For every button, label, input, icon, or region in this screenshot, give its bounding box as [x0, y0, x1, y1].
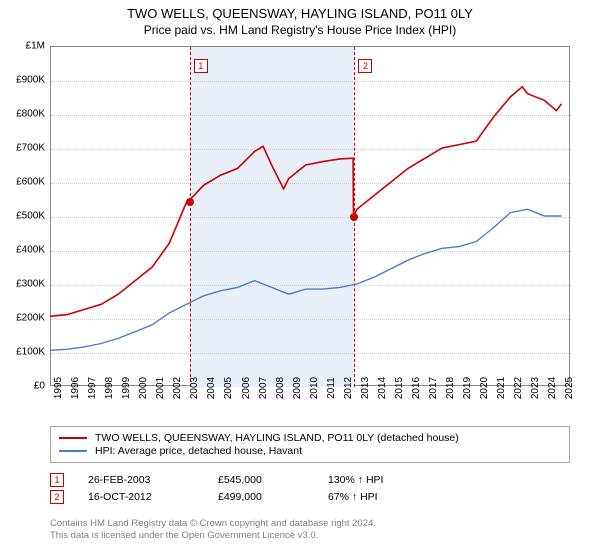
y-axis-label: £700K	[16, 143, 45, 154]
legend-swatch	[59, 437, 87, 439]
x-axis-label: 1997	[87, 377, 98, 399]
x-axis-label: 2008	[275, 377, 286, 399]
x-axis-label: 2009	[292, 377, 303, 399]
y-axis-label: £1M	[26, 41, 45, 52]
y-axis-label: £0	[34, 381, 45, 392]
legend-item: TWO WELLS, QUEENSWAY, HAYLING ISLAND, PO…	[59, 432, 561, 444]
x-axis-label: 2018	[445, 377, 456, 399]
footer-line: This data is licensed under the Open Gov…	[50, 530, 376, 542]
x-axis-label: 2022	[513, 377, 524, 399]
x-axis-label: 1995	[53, 377, 64, 399]
y-axis-label: £500K	[16, 211, 45, 222]
event-pct: 67% ↑ HPI	[328, 491, 378, 503]
chart-svg	[50, 46, 570, 386]
y-axis-label: £200K	[16, 313, 45, 324]
x-axis-label: 2011	[326, 377, 337, 399]
x-axis-label: 2024	[547, 377, 558, 399]
x-axis-label: 2007	[258, 377, 269, 399]
x-axis-label: 1999	[121, 377, 132, 399]
x-axis-label: 2023	[530, 377, 541, 399]
legend-label: HPI: Average price, detached house, Hava…	[95, 445, 302, 457]
y-axis-label: £400K	[16, 245, 45, 256]
legend: TWO WELLS, QUEENSWAY, HAYLING ISLAND, PO…	[50, 426, 570, 463]
x-axis-label: 2019	[462, 377, 473, 399]
y-axis-label: £900K	[16, 75, 45, 86]
x-axis-label: 2013	[360, 377, 371, 399]
x-axis-label: 2020	[479, 377, 490, 399]
x-axis-label: 2025	[564, 377, 575, 399]
legend-label: TWO WELLS, QUEENSWAY, HAYLING ISLAND, PO…	[95, 432, 459, 444]
footer: Contains HM Land Registry data © Crown c…	[50, 518, 376, 543]
event-pct: 130% ↑ HPI	[328, 474, 383, 486]
x-axis-label: 2006	[241, 377, 252, 399]
event-date: 16-OCT-2012	[88, 491, 218, 503]
event-marker: 1	[50, 473, 64, 487]
event-row: 2 16-OCT-2012£499,00067% ↑ HPI	[50, 490, 383, 504]
x-axis-label: 2001	[155, 377, 166, 399]
x-axis-label: 2002	[172, 377, 183, 399]
x-axis-label: 2017	[428, 377, 439, 399]
series-line-hpi	[50, 209, 562, 350]
x-axis-label: 2014	[377, 377, 388, 399]
event-price: £545,000	[218, 474, 328, 486]
x-axis-label: 1998	[104, 377, 115, 399]
chart-subtitle: Price paid vs. HM Land Registry's House …	[0, 23, 600, 37]
x-axis-label: 2000	[138, 377, 149, 399]
x-axis-label: 2005	[223, 377, 234, 399]
series-line-price_paid	[50, 87, 562, 316]
event-price: £499,000	[218, 491, 328, 503]
x-axis-label: 2012	[343, 377, 354, 399]
event-marker: 2	[50, 490, 64, 504]
x-axis-label: 2004	[206, 377, 217, 399]
y-axis-label: £800K	[16, 109, 45, 120]
event-row: 1 26-FEB-2003£545,000130% ↑ HPI	[50, 473, 383, 487]
chart-area: 12 £0£100K£200K£300K£400K£500K£600K£700K…	[50, 46, 570, 386]
chart-title: TWO WELLS, QUEENSWAY, HAYLING ISLAND, PO…	[0, 6, 600, 21]
footer-line: Contains HM Land Registry data © Crown c…	[50, 518, 376, 530]
x-axis-label: 2003	[189, 377, 200, 399]
legend-swatch	[59, 450, 87, 452]
x-axis-label: 2010	[309, 377, 320, 399]
y-axis-label: £600K	[16, 177, 45, 188]
legend-item: HPI: Average price, detached house, Hava…	[59, 445, 561, 457]
x-axis-label: 1996	[70, 377, 81, 399]
x-axis-label: 2015	[394, 377, 405, 399]
event-date: 26-FEB-2003	[88, 474, 218, 486]
x-axis-label: 2016	[411, 377, 422, 399]
x-axis-label: 2021	[496, 377, 507, 399]
event-list: 1 26-FEB-2003£545,000130% ↑ HPI 2 16-OCT-20…	[50, 470, 383, 507]
y-axis-label: £300K	[16, 279, 45, 290]
y-axis-label: £100K	[16, 347, 45, 358]
